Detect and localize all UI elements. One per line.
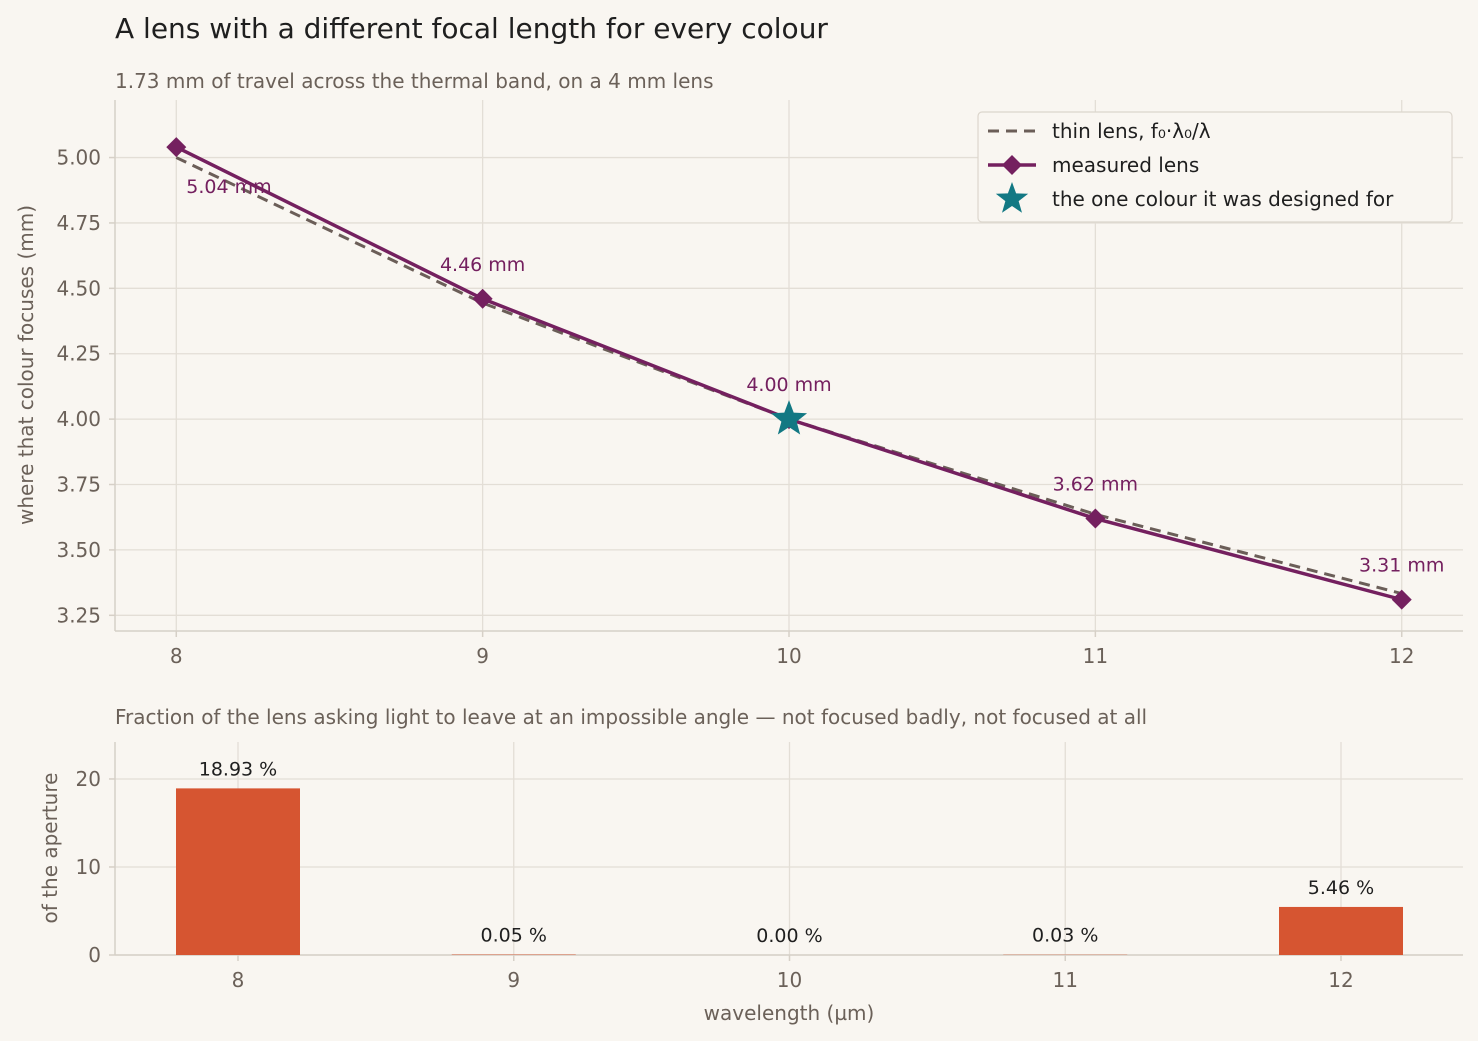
bottom-y-tick-label: 10 <box>76 855 101 879</box>
top-x-tick-label: 8 <box>170 644 183 668</box>
legend: thin lens, f₀·λ₀/λ measured lens the one… <box>977 111 1453 223</box>
top-y-tick-label: 3.50 <box>56 538 101 562</box>
design-wavelength-star <box>770 400 808 435</box>
top-y-ticks: 3.25 3.50 3.75 4.00 4.25 4.50 4.75 5.00 <box>56 146 115 627</box>
bottom-x-tick-label: 8 <box>232 968 245 992</box>
bar-chart-title: Fraction of the lens asking light to lea… <box>115 705 1147 729</box>
bottom-y-axis-label: of the aperture <box>38 773 62 924</box>
point-value-label: 3.31 mm <box>1359 555 1444 577</box>
point-value-label: 3.62 mm <box>1053 474 1138 496</box>
bar-value-label: 18.93 % <box>199 758 278 780</box>
chart-subtitle: 1.73 mm of travel across the thermal ban… <box>115 69 714 93</box>
bar <box>1279 906 1403 955</box>
legend-design-label: the one colour it was designed for <box>1052 187 1394 211</box>
top-x-tick-label: 12 <box>1389 644 1414 668</box>
bottom-x-tick-label: 11 <box>1053 968 1078 992</box>
bottom-y-tick-label: 20 <box>76 767 101 791</box>
focal-length-plot: 8 9 10 11 12 3.25 3.50 3.75 4.00 4.25 4.50 4.75 5.0… <box>14 100 1463 668</box>
measured-point <box>1391 589 1412 610</box>
measured-point <box>472 288 493 309</box>
chart-title: A lens with a different focal length for… <box>115 12 828 45</box>
point-value-label: 5.04 mm <box>186 176 271 198</box>
top-y-tick-label: 4.50 <box>56 276 101 300</box>
bar-value-label: 0.00 % <box>756 925 822 947</box>
top-x-tick-label: 9 <box>476 644 489 668</box>
measured-point <box>1085 508 1106 529</box>
impossible-angle-bar-chart: Fraction of the lens asking light to lea… <box>38 705 1463 1025</box>
top-y-tick-label: 4.25 <box>56 342 101 366</box>
top-y-tick-label: 5.00 <box>56 146 101 170</box>
top-x-ticks: 8 9 10 11 12 <box>170 631 1414 668</box>
legend-thin-lens-label: thin lens, f₀·λ₀/λ <box>1052 119 1211 143</box>
bars: 18.93 % 0.05 % 0.00 % 0.03 % 5.46 % <box>176 758 1403 955</box>
top-y-tick-label: 3.75 <box>56 473 101 497</box>
legend-measured-label: measured lens <box>1052 153 1199 177</box>
legend-star-marker <box>995 182 1029 213</box>
bottom-x-tick-label: 9 <box>507 968 520 992</box>
legend-box <box>977 111 1453 223</box>
bottom-gridlines <box>115 742 1463 956</box>
top-series <box>166 137 1412 610</box>
measured-point <box>166 137 187 158</box>
bar-value-label: 0.05 % <box>481 925 547 947</box>
bar <box>176 788 300 955</box>
bottom-y-ticks: 0 10 20 <box>76 767 115 967</box>
bottom-x-tick-label: 10 <box>777 968 802 992</box>
top-y-tick-label: 4.00 <box>56 407 101 431</box>
top-x-tick-label: 10 <box>776 644 801 668</box>
top-x-tick-label: 11 <box>1083 644 1108 668</box>
bottom-x-axis-label: wavelength (µm) <box>704 1001 875 1025</box>
bottom-x-ticks: 8 9 10 11 12 <box>232 955 1354 992</box>
point-labels: 5.04 mm 4.46 mm 4.00 mm 3.62 mm 3.31 mm <box>186 176 1444 577</box>
top-y-axis-label: where that colour focuses (mm) <box>14 205 38 525</box>
bar-value-label: 5.46 % <box>1308 877 1374 899</box>
top-y-tick-label: 3.25 <box>56 603 101 627</box>
bottom-y-tick-label: 0 <box>88 943 101 967</box>
bottom-x-tick-label: 12 <box>1328 968 1353 992</box>
legend-measured-marker <box>1002 155 1022 175</box>
top-y-tick-label: 4.75 <box>56 211 101 235</box>
point-value-label: 4.46 mm <box>440 254 525 276</box>
bar-value-label: 0.03 % <box>1032 925 1098 947</box>
point-value-label: 4.00 mm <box>746 374 831 396</box>
